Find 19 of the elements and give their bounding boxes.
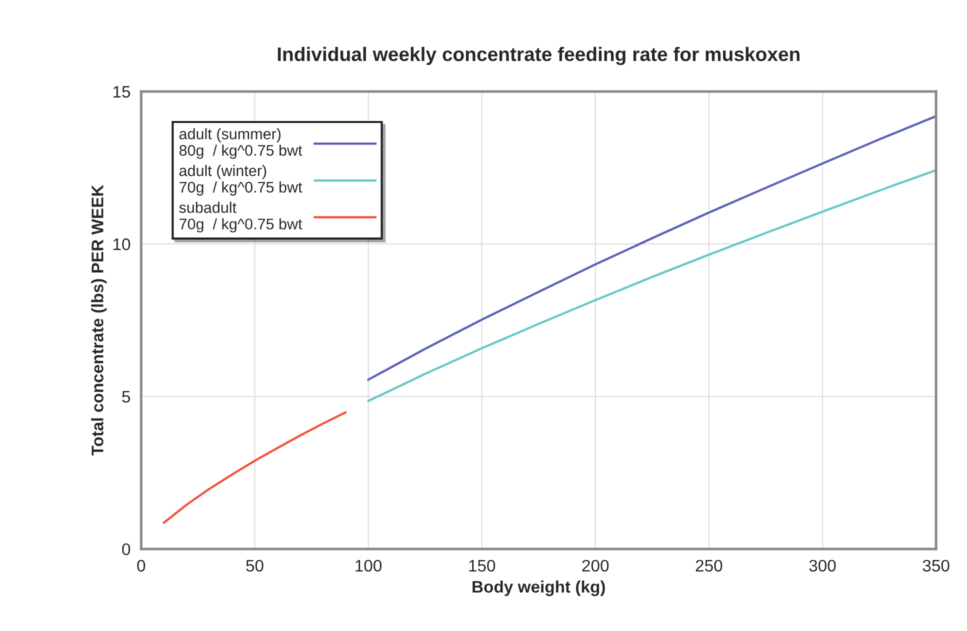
x-tick-label: 0 [137, 560, 146, 572]
x-axis-title: Body weight (kg) [472, 580, 605, 596]
x-tick-label: 300 [809, 560, 836, 572]
x-tick-label: 350 [922, 560, 950, 572]
x-tick-label: 200 [582, 560, 609, 572]
y-axis-title: Total concentrate (lbs) PER WEEK [91, 184, 107, 456]
y-tick-label: 15 [114, 86, 130, 98]
y-tick-label: 10 [114, 238, 130, 250]
line-series [367, 115, 936, 381]
x-tick-label: 50 [246, 560, 264, 572]
x-tick-label: 250 [696, 560, 722, 572]
y-tick-label: 5 [122, 391, 130, 403]
chart-title: Individual weekly concentrate feeding rate for muskoxen [278, 46, 800, 66]
line-series [367, 169, 936, 402]
x-tick-label: 100 [356, 560, 382, 572]
legend-label: subadult 70g / kg^0.75 bwt [179, 202, 302, 232]
line-series [162, 411, 347, 524]
y-tick-label: 0 [122, 543, 130, 556]
x-tick-label: 150 [469, 560, 496, 572]
